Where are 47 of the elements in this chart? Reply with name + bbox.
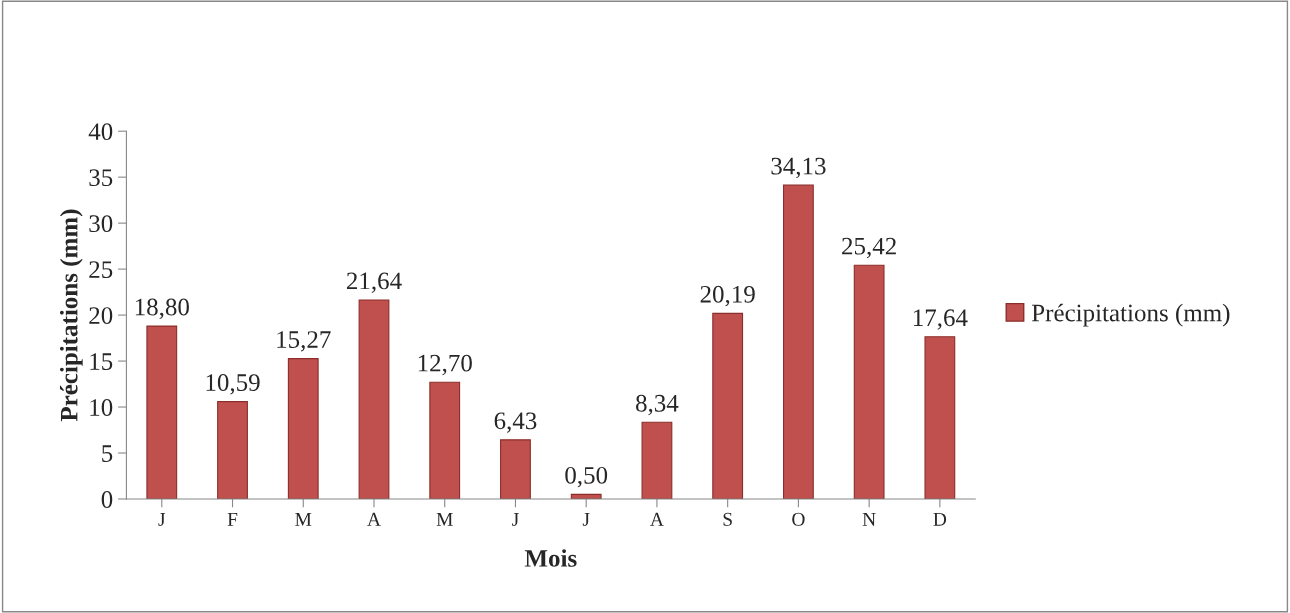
x-tick-label: A bbox=[650, 512, 664, 526]
y-tick-label: 30 bbox=[89, 215, 113, 233]
data-label: 21,64 bbox=[346, 272, 402, 293]
x-tick-label: A bbox=[367, 512, 381, 526]
bar bbox=[641, 421, 673, 499]
y-axis-title: Précipitations (mm) bbox=[59, 209, 83, 422]
x-tick-label: M bbox=[436, 512, 453, 526]
x-tick-label: J bbox=[512, 512, 519, 526]
y-tick-label: 0 bbox=[101, 491, 113, 508]
x-axis-title: Mois bbox=[524, 549, 577, 567]
y-tick-label: 40 bbox=[88, 123, 113, 141]
y-tick-label: 25 bbox=[89, 261, 113, 279]
data-label: 20,19 bbox=[700, 285, 755, 307]
bar bbox=[217, 401, 248, 499]
x-tick-label: N bbox=[862, 512, 876, 526]
bar bbox=[358, 299, 390, 499]
y-tick-label: 15 bbox=[90, 353, 113, 370]
data-label: 17,64 bbox=[913, 309, 968, 330]
bar bbox=[146, 325, 178, 499]
x-tick-label: D bbox=[933, 512, 947, 526]
bar bbox=[853, 264, 885, 499]
x-tick-label: J bbox=[582, 512, 590, 526]
x-tick-label: O bbox=[792, 512, 805, 526]
data-label: 15,27 bbox=[277, 331, 331, 352]
x-tick-label: F bbox=[227, 512, 238, 526]
y-tick-label: 5 bbox=[102, 445, 113, 462]
bar bbox=[712, 312, 744, 499]
y-tick-label: 20 bbox=[89, 307, 113, 324]
data-label: 12,70 bbox=[418, 354, 472, 376]
x-tick-label: J bbox=[158, 512, 166, 526]
bar bbox=[287, 358, 319, 499]
bar bbox=[782, 184, 814, 499]
x-tick-label: M bbox=[295, 512, 312, 526]
x-tick-label: S bbox=[723, 512, 732, 526]
data-label: 10,59 bbox=[206, 374, 260, 395]
legend-label: Précipitations (mm) bbox=[1031, 303, 1230, 327]
data-label: 0,50 bbox=[565, 466, 608, 488]
bar bbox=[924, 336, 956, 499]
data-label: 25,42 bbox=[842, 237, 896, 259]
data-label: 6,43 bbox=[494, 412, 537, 433]
data-label: 8,34 bbox=[636, 394, 679, 416]
y-tick-label: 10 bbox=[90, 399, 113, 416]
data-label: 18,80 bbox=[135, 298, 189, 320]
bar bbox=[500, 439, 531, 499]
data-label: 34,13 bbox=[771, 157, 826, 179]
bar bbox=[429, 381, 461, 499]
y-tick-label: 35 bbox=[89, 169, 113, 187]
